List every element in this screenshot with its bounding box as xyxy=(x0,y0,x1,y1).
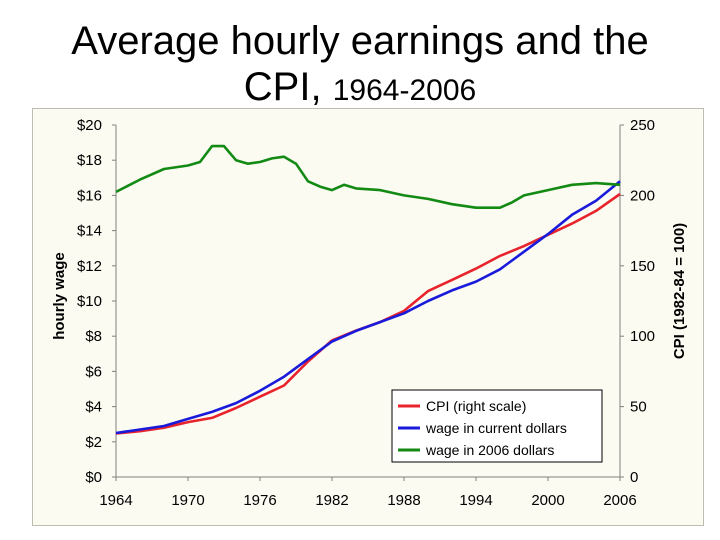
y-tick-label: $6 xyxy=(85,363,102,380)
series-line-2 xyxy=(115,144,621,209)
legend-label: wage in current dollars xyxy=(425,420,567,436)
y2-tick-label: 0 xyxy=(630,469,638,486)
chart-title: Average hourly earnings and the CPI, 196… xyxy=(0,18,720,114)
y-tick-label: $18 xyxy=(77,152,102,169)
x-tick-label: 1970 xyxy=(171,492,204,509)
y-tick-label: $14 xyxy=(77,223,102,240)
chart-title-line1: Average hourly earnings and the xyxy=(71,19,649,63)
x-tick-label: 2000 xyxy=(531,492,564,509)
series-line-1 xyxy=(115,180,621,435)
y-tick-label: $12 xyxy=(77,258,102,275)
y2-tick-label: 250 xyxy=(630,117,655,134)
y2-tick-label: 150 xyxy=(630,258,655,275)
y-tick-label: $4 xyxy=(85,399,102,416)
y-axis-label: hourly wage xyxy=(51,252,68,340)
x-tick-label: 1964 xyxy=(99,492,132,509)
legend-label: wage in 2006 dollars xyxy=(425,442,554,458)
x-tick-label: 1976 xyxy=(243,492,276,509)
y-tick-label: $16 xyxy=(77,187,102,204)
x-tick-label: 2006 xyxy=(603,492,636,509)
y2-tick-label: 50 xyxy=(630,399,647,416)
y2-tick-label: 100 xyxy=(630,328,655,345)
y-tick-label: $20 xyxy=(77,117,102,134)
x-tick-label: 1994 xyxy=(459,492,492,509)
y-tick-label: $8 xyxy=(85,328,102,345)
chart-title-years: 1964-2006 xyxy=(332,74,477,107)
y-tick-label: $0 xyxy=(85,469,102,486)
x-tick-label: 1982 xyxy=(315,492,348,509)
y2-axis-label: CPI (1982-84 = 100) xyxy=(671,223,688,359)
y-tick-label: $2 xyxy=(85,434,102,451)
legend-label: CPI (right scale) xyxy=(426,398,526,414)
y-tick-label: $10 xyxy=(77,293,102,310)
legend-box xyxy=(391,389,603,463)
y2-tick-label: 200 xyxy=(630,187,655,204)
chart-title-cpi: CPI, xyxy=(243,65,322,109)
chart-title-line2: CPI, 1964-2006 xyxy=(0,64,720,114)
x-tick-label: 1988 xyxy=(387,492,420,509)
